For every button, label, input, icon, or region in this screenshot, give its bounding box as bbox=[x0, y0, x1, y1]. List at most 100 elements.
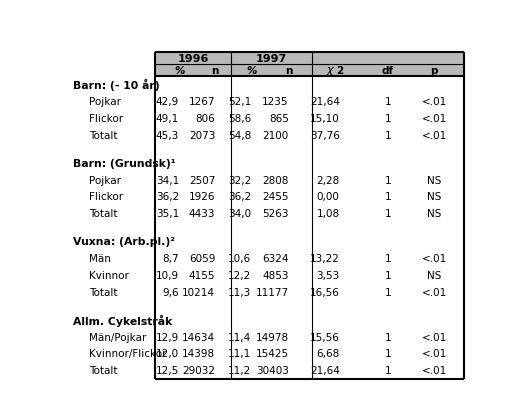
Text: 2507: 2507 bbox=[189, 175, 215, 185]
Text: <.01: <.01 bbox=[422, 332, 447, 342]
Text: 1: 1 bbox=[384, 209, 391, 219]
Text: Totalt: Totalt bbox=[89, 209, 118, 219]
Bar bbox=[155, 53, 232, 77]
Text: 14978: 14978 bbox=[256, 332, 289, 342]
Text: Män/Pojkar: Män/Pojkar bbox=[89, 332, 146, 342]
Text: 1: 1 bbox=[384, 175, 391, 185]
Text: 1: 1 bbox=[384, 130, 391, 141]
Text: 29032: 29032 bbox=[182, 365, 215, 375]
Text: 806: 806 bbox=[195, 114, 215, 124]
Text: 4155: 4155 bbox=[189, 270, 215, 280]
Text: NS: NS bbox=[427, 175, 441, 185]
Text: 11177: 11177 bbox=[256, 287, 289, 297]
Text: 52,1: 52,1 bbox=[228, 97, 251, 107]
Text: 12,9: 12,9 bbox=[156, 332, 179, 342]
Text: 42,9: 42,9 bbox=[156, 97, 179, 107]
Text: 14634: 14634 bbox=[182, 332, 215, 342]
Text: Flickor: Flickor bbox=[89, 192, 123, 202]
Text: 30403: 30403 bbox=[256, 365, 289, 375]
Text: <.01: <.01 bbox=[422, 97, 447, 107]
Text: 865: 865 bbox=[269, 114, 289, 124]
Text: <.01: <.01 bbox=[422, 130, 447, 141]
Text: Kvinnor: Kvinnor bbox=[89, 270, 128, 280]
Bar bbox=[312, 53, 464, 77]
Text: Vuxna: (Arb.pl.)²: Vuxna: (Arb.pl.)² bbox=[73, 237, 175, 247]
Text: Män: Män bbox=[89, 254, 111, 263]
Text: 5263: 5263 bbox=[262, 209, 289, 219]
Text: 10214: 10214 bbox=[182, 287, 215, 297]
Text: 1996: 1996 bbox=[178, 54, 209, 64]
Text: n: n bbox=[285, 66, 293, 76]
Bar bbox=[232, 53, 312, 77]
Text: 1: 1 bbox=[384, 254, 391, 263]
Text: 34,0: 34,0 bbox=[228, 209, 251, 219]
Text: <.01: <.01 bbox=[422, 287, 447, 297]
Text: 36,2: 36,2 bbox=[156, 192, 179, 202]
Text: 36,2: 36,2 bbox=[228, 192, 251, 202]
Text: Barn: (Grundsk)¹: Barn: (Grundsk)¹ bbox=[73, 158, 176, 168]
Text: 2073: 2073 bbox=[189, 130, 215, 141]
Text: 13,22: 13,22 bbox=[310, 254, 340, 263]
Text: %: % bbox=[246, 66, 256, 76]
Text: 12,5: 12,5 bbox=[156, 365, 179, 375]
Text: <.01: <.01 bbox=[422, 254, 447, 263]
Text: Flickor: Flickor bbox=[89, 114, 123, 124]
Text: 1: 1 bbox=[384, 349, 391, 358]
Text: 10,9: 10,9 bbox=[156, 270, 179, 280]
Text: 1997: 1997 bbox=[256, 54, 287, 64]
Text: 10,6: 10,6 bbox=[228, 254, 251, 263]
Text: 9,6: 9,6 bbox=[163, 287, 179, 297]
Text: 1: 1 bbox=[384, 97, 391, 107]
Text: $\chi$: $\chi$ bbox=[326, 65, 336, 77]
Text: Kvinnor/Flickor: Kvinnor/Flickor bbox=[89, 349, 166, 358]
Text: NS: NS bbox=[427, 270, 441, 280]
Text: Allm. Cykelstråk: Allm. Cykelstråk bbox=[73, 314, 172, 326]
Text: Pojkar: Pojkar bbox=[89, 175, 121, 185]
Text: 1: 1 bbox=[384, 332, 391, 342]
Text: 58,6: 58,6 bbox=[228, 114, 251, 124]
Text: 1: 1 bbox=[384, 114, 391, 124]
Text: 37,76: 37,76 bbox=[310, 130, 340, 141]
Text: Pojkar: Pojkar bbox=[89, 97, 121, 107]
Text: NS: NS bbox=[427, 209, 441, 219]
Text: 14398: 14398 bbox=[182, 349, 215, 358]
Text: 4433: 4433 bbox=[189, 209, 215, 219]
Text: Barn: (- 10 år): Barn: (- 10 år) bbox=[73, 79, 160, 91]
Text: 21,64: 21,64 bbox=[310, 97, 340, 107]
Text: 2: 2 bbox=[337, 66, 344, 76]
Text: 1: 1 bbox=[384, 287, 391, 297]
Text: 2808: 2808 bbox=[263, 175, 289, 185]
Text: 3,53: 3,53 bbox=[316, 270, 340, 280]
Text: 1926: 1926 bbox=[189, 192, 215, 202]
Text: 1267: 1267 bbox=[189, 97, 215, 107]
Text: 11,3: 11,3 bbox=[228, 287, 251, 297]
Text: 1: 1 bbox=[384, 270, 391, 280]
Text: 12,0: 12,0 bbox=[156, 349, 179, 358]
Text: 16,56: 16,56 bbox=[310, 287, 340, 297]
Text: Totalt: Totalt bbox=[89, 365, 118, 375]
Text: 8,7: 8,7 bbox=[163, 254, 179, 263]
Text: 35,1: 35,1 bbox=[156, 209, 179, 219]
Text: 6324: 6324 bbox=[262, 254, 289, 263]
Text: 11,4: 11,4 bbox=[228, 332, 251, 342]
Text: 2100: 2100 bbox=[263, 130, 289, 141]
Text: 6059: 6059 bbox=[189, 254, 215, 263]
Text: 15425: 15425 bbox=[256, 349, 289, 358]
Text: df: df bbox=[382, 66, 394, 76]
Text: Totalt: Totalt bbox=[89, 287, 118, 297]
Text: <.01: <.01 bbox=[422, 349, 447, 358]
Text: 45,3: 45,3 bbox=[156, 130, 179, 141]
Text: 1: 1 bbox=[384, 365, 391, 375]
Text: 54,8: 54,8 bbox=[228, 130, 251, 141]
Text: 0,00: 0,00 bbox=[317, 192, 340, 202]
Text: 49,1: 49,1 bbox=[156, 114, 179, 124]
Text: NS: NS bbox=[427, 192, 441, 202]
Text: <.01: <.01 bbox=[422, 365, 447, 375]
Text: 4853: 4853 bbox=[262, 270, 289, 280]
Text: 34,1: 34,1 bbox=[156, 175, 179, 185]
Text: 15,10: 15,10 bbox=[310, 114, 340, 124]
Text: 32,2: 32,2 bbox=[228, 175, 251, 185]
Text: 6,68: 6,68 bbox=[316, 349, 340, 358]
Text: 21,64: 21,64 bbox=[310, 365, 340, 375]
Text: 12,2: 12,2 bbox=[228, 270, 251, 280]
